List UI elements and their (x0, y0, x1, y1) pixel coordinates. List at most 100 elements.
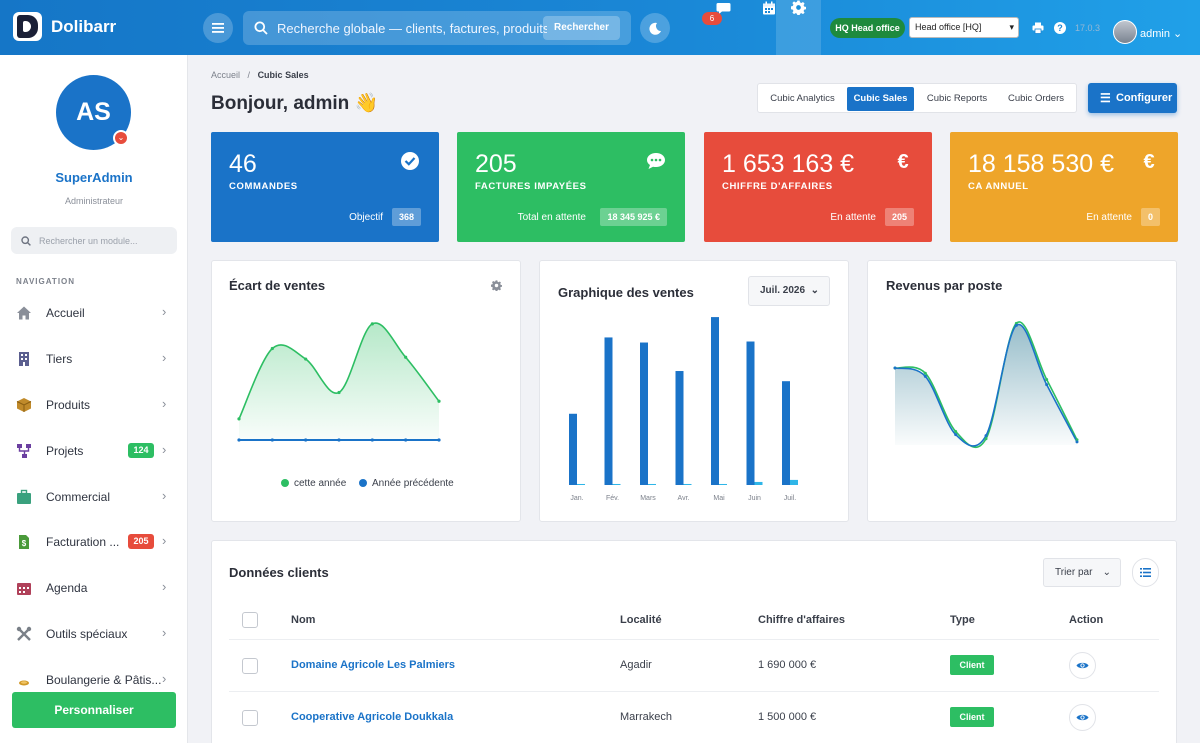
month-select[interactable]: Juil. 2026 ⌄ (748, 276, 830, 306)
tab-cubic-analytics[interactable]: Cubic Analytics (770, 93, 835, 104)
sidebar-item-label: Facturation ... (46, 535, 120, 549)
entity-select[interactable]: Head office [HQ] ▾ (909, 17, 1019, 38)
personnaliser-button[interactable]: Personnaliser (12, 692, 176, 728)
sidebar: AS ⌄ SuperAdmin Administrateur NAVIGATIO… (0, 55, 188, 743)
column-header-chiffre[interactable]: Chiffre d'affaires (758, 614, 845, 626)
legend-item-this-year: cette année (281, 478, 346, 489)
tab-cubic-sales[interactable]: Cubic Sales (847, 87, 914, 111)
svg-text:€: € (897, 151, 908, 172)
view-button[interactable] (1069, 652, 1096, 679)
moon-icon (648, 22, 661, 35)
help-icon[interactable]: ? (1054, 22, 1066, 34)
kpi-card-chiffre-affaires[interactable]: 1 653 163 € CHIFFRE D'AFFAIRES € En atte… (704, 132, 932, 242)
user-menu[interactable]: admin ⌄ (1140, 27, 1182, 40)
user-name: admin (1140, 28, 1170, 40)
client-name-link[interactable]: Cooperative Agricole Doukkala (291, 711, 454, 723)
bar-secondary-juin (754, 481, 763, 485)
global-search-input[interactable] (277, 11, 547, 45)
calendar-icon[interactable] (762, 1, 776, 15)
sidebar-item-tiers[interactable]: Tiers › (0, 344, 188, 374)
dashboard-tabs: Cubic Analytics Cubic Sales Cubic Report… (757, 83, 1077, 113)
client-city: Agadir (620, 659, 652, 671)
tab-cubic-reports[interactable]: Cubic Reports (926, 93, 988, 104)
notification-badge: 6 (702, 12, 722, 25)
chat-icon[interactable] (716, 2, 731, 15)
profile-name[interactable]: SuperAdmin (55, 170, 133, 185)
sidebar-item-facturation[interactable]: $ Facturation ... 205 › (0, 527, 188, 557)
sidebar-item-produits[interactable]: Produits › (0, 390, 188, 420)
x-tick-label: Jan. (570, 495, 583, 502)
sidebar-item-boulangerie[interactable]: Boulangerie & Pâtis... › (0, 665, 188, 695)
column-header-type[interactable]: Type (950, 614, 975, 626)
sidebar-item-label: Boulangerie & Pâtis... (46, 673, 162, 687)
column-header-nom[interactable]: Nom (291, 614, 316, 626)
data-point-revenus-b (923, 374, 927, 378)
data-point-revenus-a (984, 437, 988, 441)
sidebar-item-accueil[interactable]: Accueil › (0, 298, 188, 328)
chevron-right-icon: › (162, 396, 167, 411)
page-title: Bonjour, admin 👋 (211, 93, 379, 114)
data-point-last-year (304, 438, 308, 442)
data-point-last-year (237, 438, 241, 442)
setup-menu[interactable] (776, 0, 821, 55)
bar-secondary-avr (683, 483, 692, 485)
data-point-revenus-b (1075, 440, 1079, 444)
dark-mode-toggle[interactable] (640, 13, 670, 43)
x-tick-label: Avr. (678, 495, 690, 502)
clients-table-card (211, 540, 1177, 743)
client-revenue: 1 690 000 € (758, 659, 817, 671)
data-point-revenus-b (893, 366, 897, 370)
select-all-checkbox[interactable] (242, 612, 258, 628)
row-checkbox[interactable] (242, 658, 258, 674)
sidebar-item-projets[interactable]: Projets 124 › (0, 436, 188, 466)
data-point-revenus-a (1045, 377, 1049, 381)
search-button[interactable]: Rechercher (542, 16, 620, 40)
entity-badge: HQ Head office (830, 18, 905, 38)
kpi-label: CA ANNUEL (968, 181, 1029, 192)
kpi-label: CHIFFRE D'AFFAIRES (722, 181, 833, 192)
sort-button[interactable]: Trier par ⌄ (1043, 558, 1121, 587)
configure-button[interactable]: ☰ Configurer (1088, 83, 1177, 113)
user-avatar[interactable] (1113, 20, 1137, 44)
bar-secondary-juil (790, 479, 798, 485)
kpi-card-commandes[interactable]: 46 COMMANDES Objectif 368 (211, 132, 439, 242)
sidebar-item-outils[interactable]: Outils spéciaux › (0, 619, 188, 649)
printer-icon[interactable] (1032, 22, 1044, 34)
eye-icon (1076, 714, 1089, 721)
sidebar-item-commercial[interactable]: Commercial › (0, 482, 188, 512)
sidebar-item-label: Outils spéciaux (46, 627, 128, 641)
kpi-card-factures[interactable]: 205 FACTURES IMPAYÉES Total en attente 1… (457, 132, 685, 242)
data-point-revenus-b (984, 434, 988, 438)
chart-title: Revenus par poste (886, 278, 1003, 293)
module-search (11, 227, 177, 254)
view-button[interactable] (1069, 704, 1096, 731)
module-search-input[interactable] (39, 227, 169, 254)
chevron-right-icon: › (162, 488, 167, 503)
data-point-last-year (370, 438, 374, 442)
data-point-this-year (237, 417, 241, 421)
chevron-right-icon: › (162, 304, 167, 319)
breadcrumb-current: Cubic Sales (257, 70, 309, 80)
x-tick-label: Juil. (784, 495, 797, 502)
svg-text:$: $ (22, 539, 27, 548)
bar-secondary-fv (612, 483, 621, 485)
breadcrumb-home[interactable]: Accueil (211, 70, 241, 80)
kpi-card-ca-annuel[interactable]: 18 158 530 € CA ANNUEL € En attente 0 (950, 132, 1178, 242)
dolibarr-logo-icon[interactable] (13, 12, 42, 41)
x-tick-label: Juin (748, 495, 761, 502)
row-checkbox[interactable] (242, 710, 258, 726)
list-view-button[interactable] (1132, 558, 1159, 587)
sidebar-item-agenda[interactable]: Agenda › (0, 573, 188, 603)
chevron-down-icon: ⌄ (1102, 567, 1111, 578)
column-header-localite[interactable]: Localité (620, 614, 662, 626)
chevron-right-icon: › (162, 671, 167, 686)
kpi-value: 205 (475, 150, 517, 178)
sidebar-item-label: Projets (46, 444, 84, 458)
client-name-link[interactable]: Domaine Agricole Les Palmiers (291, 659, 456, 671)
menu-toggle-button[interactable] (203, 13, 233, 43)
brand-name[interactable]: Dolibarr (51, 17, 117, 36)
legend-dot (359, 479, 367, 487)
tab-cubic-orders[interactable]: Cubic Orders (1008, 93, 1064, 104)
profile-dropdown-icon[interactable]: ⌄ (113, 130, 129, 146)
chart-settings-gear-icon[interactable] (491, 280, 502, 291)
